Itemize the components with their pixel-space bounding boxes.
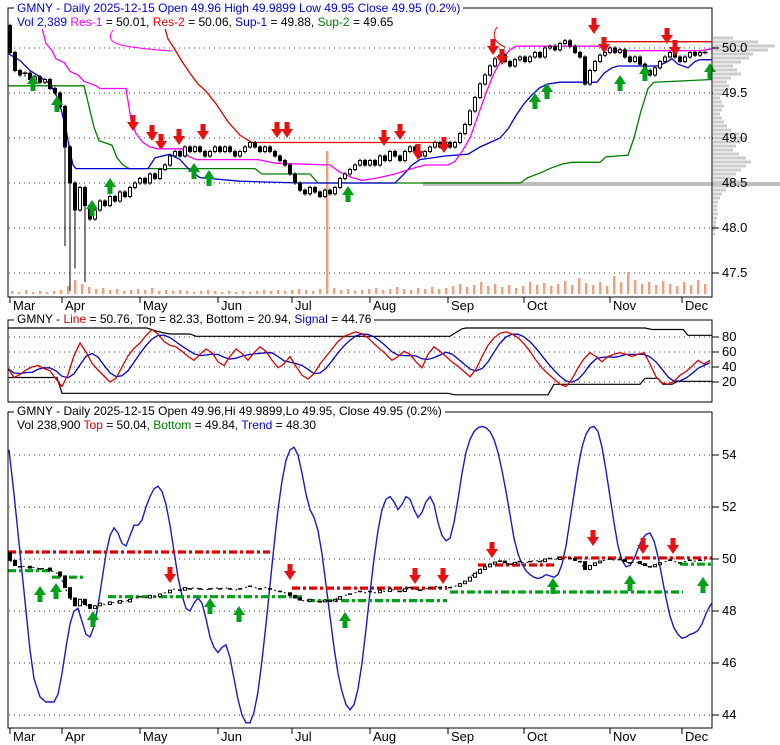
cycle-plot bbox=[8, 425, 713, 724]
oscillator-plot bbox=[7, 327, 712, 396]
price-plot bbox=[7, 18, 716, 294]
